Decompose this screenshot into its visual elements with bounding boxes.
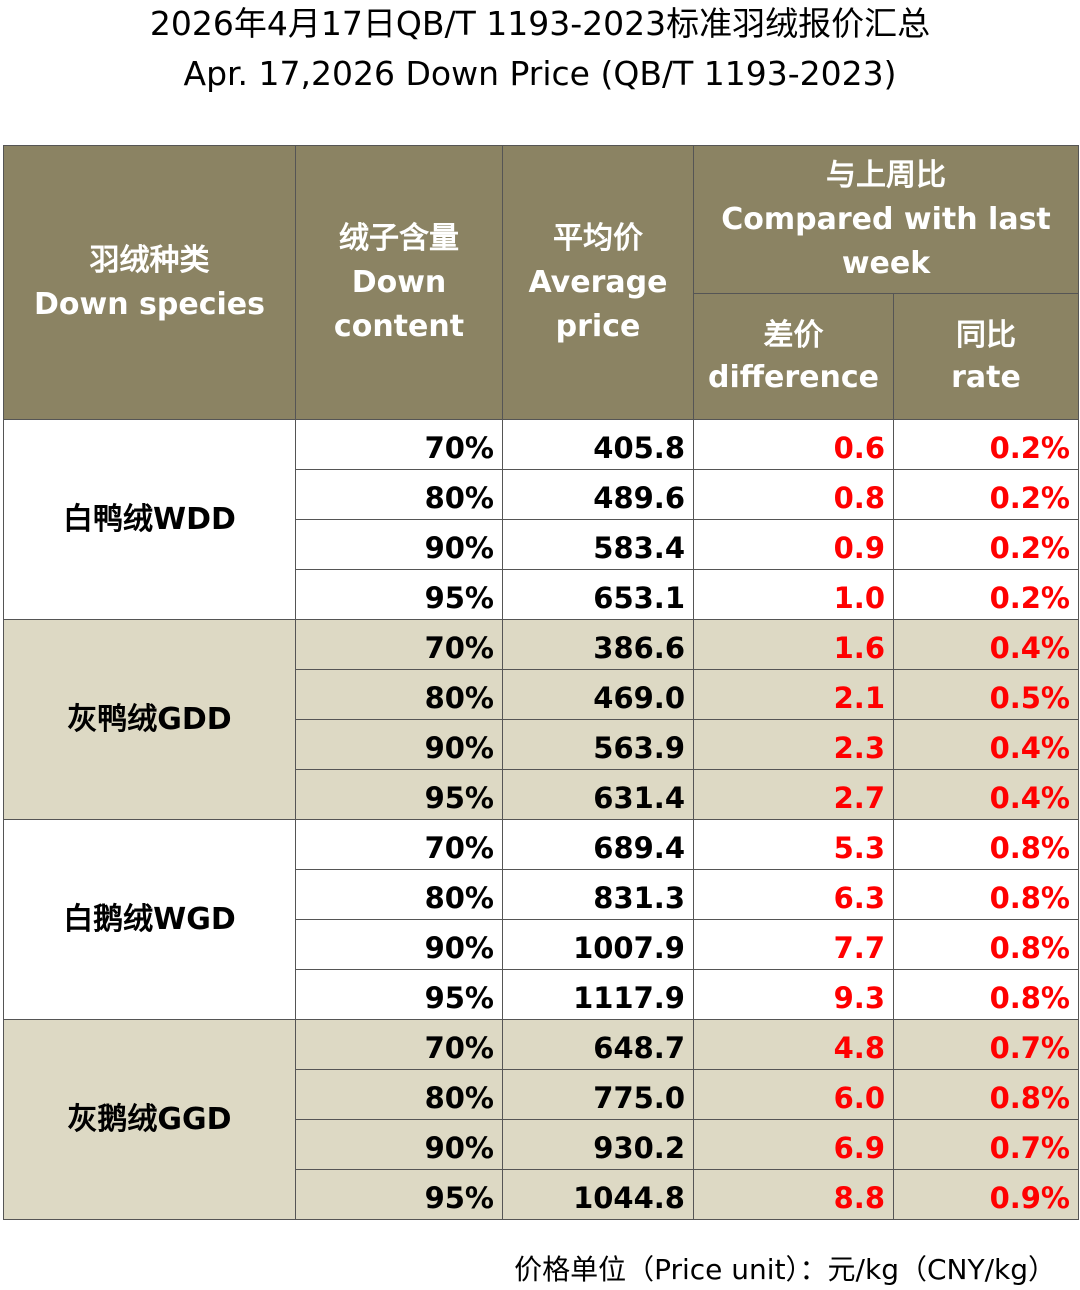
- difference-cell: 6.9: [693, 1119, 894, 1170]
- difference-cell: 1.0: [693, 569, 894, 620]
- rate-cell: 0.8%: [893, 869, 1079, 920]
- average-price-cell: 469.0: [502, 669, 694, 720]
- rate-cell: 0.2%: [893, 419, 1079, 470]
- header-species: 羽绒种类 Down species: [3, 145, 296, 420]
- down-content-cell: 70%: [295, 819, 503, 870]
- difference-cell: 2.3: [693, 719, 894, 770]
- rate-cell: 0.7%: [893, 1019, 1079, 1070]
- average-price-cell: 1044.8: [502, 1169, 694, 1220]
- down-content-cell: 95%: [295, 969, 503, 1020]
- table-row: 90% 1007.9 7.7 0.8%: [4, 919, 1079, 970]
- down-content-cell: 70%: [295, 419, 503, 470]
- down-content-cell: 70%: [295, 619, 503, 670]
- rate-cell: 0.9%: [893, 1169, 1079, 1220]
- table-row: 95% 1044.8 8.8 0.9%: [4, 1169, 1079, 1220]
- average-price-cell: 563.9: [502, 719, 694, 770]
- down-content-cell: 95%: [295, 769, 503, 820]
- down-content-cell: 90%: [295, 1119, 503, 1170]
- difference-cell: 6.3: [693, 869, 894, 920]
- average-price-cell: 405.8: [502, 419, 694, 470]
- price-table: 羽绒种类 Down species 绒子含量 Down content 平均价 …: [3, 145, 1079, 1220]
- average-price-cell: 653.1: [502, 569, 694, 620]
- rate-cell: 0.2%: [893, 519, 1079, 570]
- table-header: 羽绒种类 Down species 绒子含量 Down content 平均价 …: [3, 145, 1079, 420]
- rate-cell: 0.4%: [893, 769, 1079, 820]
- down-content-cell: 95%: [295, 1169, 503, 1220]
- difference-cell: 9.3: [693, 969, 894, 1020]
- difference-cell: 0.8: [693, 469, 894, 520]
- rate-cell: 0.8%: [893, 819, 1079, 870]
- average-price-cell: 775.0: [502, 1069, 694, 1120]
- header-difference: 差价 difference: [693, 293, 894, 420]
- header-compared-last-week: 与上周比 Compared with last week: [693, 145, 1079, 294]
- difference-cell: 5.3: [693, 819, 894, 870]
- down-content-cell: 80%: [295, 669, 503, 720]
- down-content-cell: 80%: [295, 1069, 503, 1120]
- difference-cell: 2.1: [693, 669, 894, 720]
- species-cell: 灰鹅绒GGD: [3, 1019, 296, 1220]
- title-english: Apr. 17,2026 Down Price (QB/T 1193-2023): [183, 54, 897, 93]
- table-row: 80% 775.0 6.0 0.8%: [4, 1069, 1079, 1120]
- table-row: 灰鹅绒GGD 70% 648.7 4.8 0.7%: [3, 1019, 1079, 1220]
- average-price-cell: 386.6: [502, 619, 694, 670]
- average-price-cell: 648.7: [502, 1019, 694, 1070]
- header-down-content: 绒子含量 Down content: [295, 145, 503, 420]
- header-average-price: 平均价 Average price: [502, 145, 694, 420]
- difference-cell: 6.0: [693, 1069, 894, 1120]
- down-content-cell: 90%: [295, 519, 503, 570]
- down-content-cell: 70%: [295, 1019, 503, 1070]
- table-row: 95% 653.1 1.0 0.2%: [4, 569, 1079, 620]
- rate-cell: 0.4%: [893, 719, 1079, 770]
- species-cell: 灰鸭绒GDD: [3, 619, 296, 820]
- down-content-cell: 80%: [295, 469, 503, 520]
- table-row: 80% 831.3 6.3 0.8%: [4, 869, 1079, 920]
- rate-cell: 0.8%: [893, 969, 1079, 1020]
- table-row: 80% 489.6 0.8 0.2%: [4, 469, 1079, 520]
- average-price-cell: 930.2: [502, 1119, 694, 1170]
- table-row: 95% 631.4 2.7 0.4%: [4, 769, 1079, 820]
- table-row: 灰鸭绒GDD 70% 386.6 1.6 0.4%: [3, 619, 1079, 820]
- difference-cell: 0.9: [693, 519, 894, 570]
- average-price-cell: 489.6: [502, 469, 694, 520]
- difference-cell: 2.7: [693, 769, 894, 820]
- average-price-cell: 689.4: [502, 819, 694, 870]
- species-cell: 白鹅绒WGD: [3, 819, 296, 1020]
- difference-cell: 8.8: [693, 1169, 894, 1220]
- title-chinese: 2026年4月17日QB/T 1193-2023标准羽绒报价汇总: [149, 4, 931, 43]
- price-unit-note: 价格单位（Price unit）：元/kg（CNY/kg）: [514, 1253, 1056, 1286]
- average-price-cell: 631.4: [502, 769, 694, 820]
- table-body: 白鸭绒WDD 70% 405.8 0.6 0.2% 80% 489.6 0.8 0.2% 90% 5…: [3, 419, 1079, 1220]
- average-price-cell: 583.4: [502, 519, 694, 570]
- header-rate: 同比 rate: [893, 293, 1079, 420]
- difference-cell: 7.7: [693, 919, 894, 970]
- rate-cell: 0.2%: [893, 569, 1079, 620]
- average-price-cell: 1007.9: [502, 919, 694, 970]
- rate-cell: 0.8%: [893, 919, 1079, 970]
- down-content-cell: 80%: [295, 869, 503, 920]
- table-row: 90% 930.2 6.9 0.7%: [4, 1119, 1079, 1170]
- difference-cell: 4.8: [693, 1019, 894, 1070]
- table-row: 白鸭绒WDD 70% 405.8 0.6 0.2%: [3, 419, 1079, 620]
- table-row: 90% 583.4 0.9 0.2%: [4, 519, 1079, 570]
- table-row: 白鹅绒WGD 70% 689.4 5.3 0.8%: [3, 819, 1079, 1020]
- rate-cell: 0.8%: [893, 1069, 1079, 1120]
- down-content-cell: 90%: [295, 719, 503, 770]
- rate-cell: 0.7%: [893, 1119, 1079, 1170]
- difference-cell: 1.6: [693, 619, 894, 670]
- rate-cell: 0.5%: [893, 669, 1079, 720]
- rate-cell: 0.2%: [893, 469, 1079, 520]
- species-cell: 白鸭绒WDD: [3, 419, 296, 620]
- down-content-cell: 90%: [295, 919, 503, 970]
- difference-cell: 0.6: [693, 419, 894, 470]
- table-row: 90% 563.9 2.3 0.4%: [4, 719, 1079, 770]
- down-content-cell: 95%: [295, 569, 503, 620]
- average-price-cell: 1117.9: [502, 969, 694, 1020]
- rate-cell: 0.4%: [893, 619, 1079, 670]
- average-price-cell: 831.3: [502, 869, 694, 920]
